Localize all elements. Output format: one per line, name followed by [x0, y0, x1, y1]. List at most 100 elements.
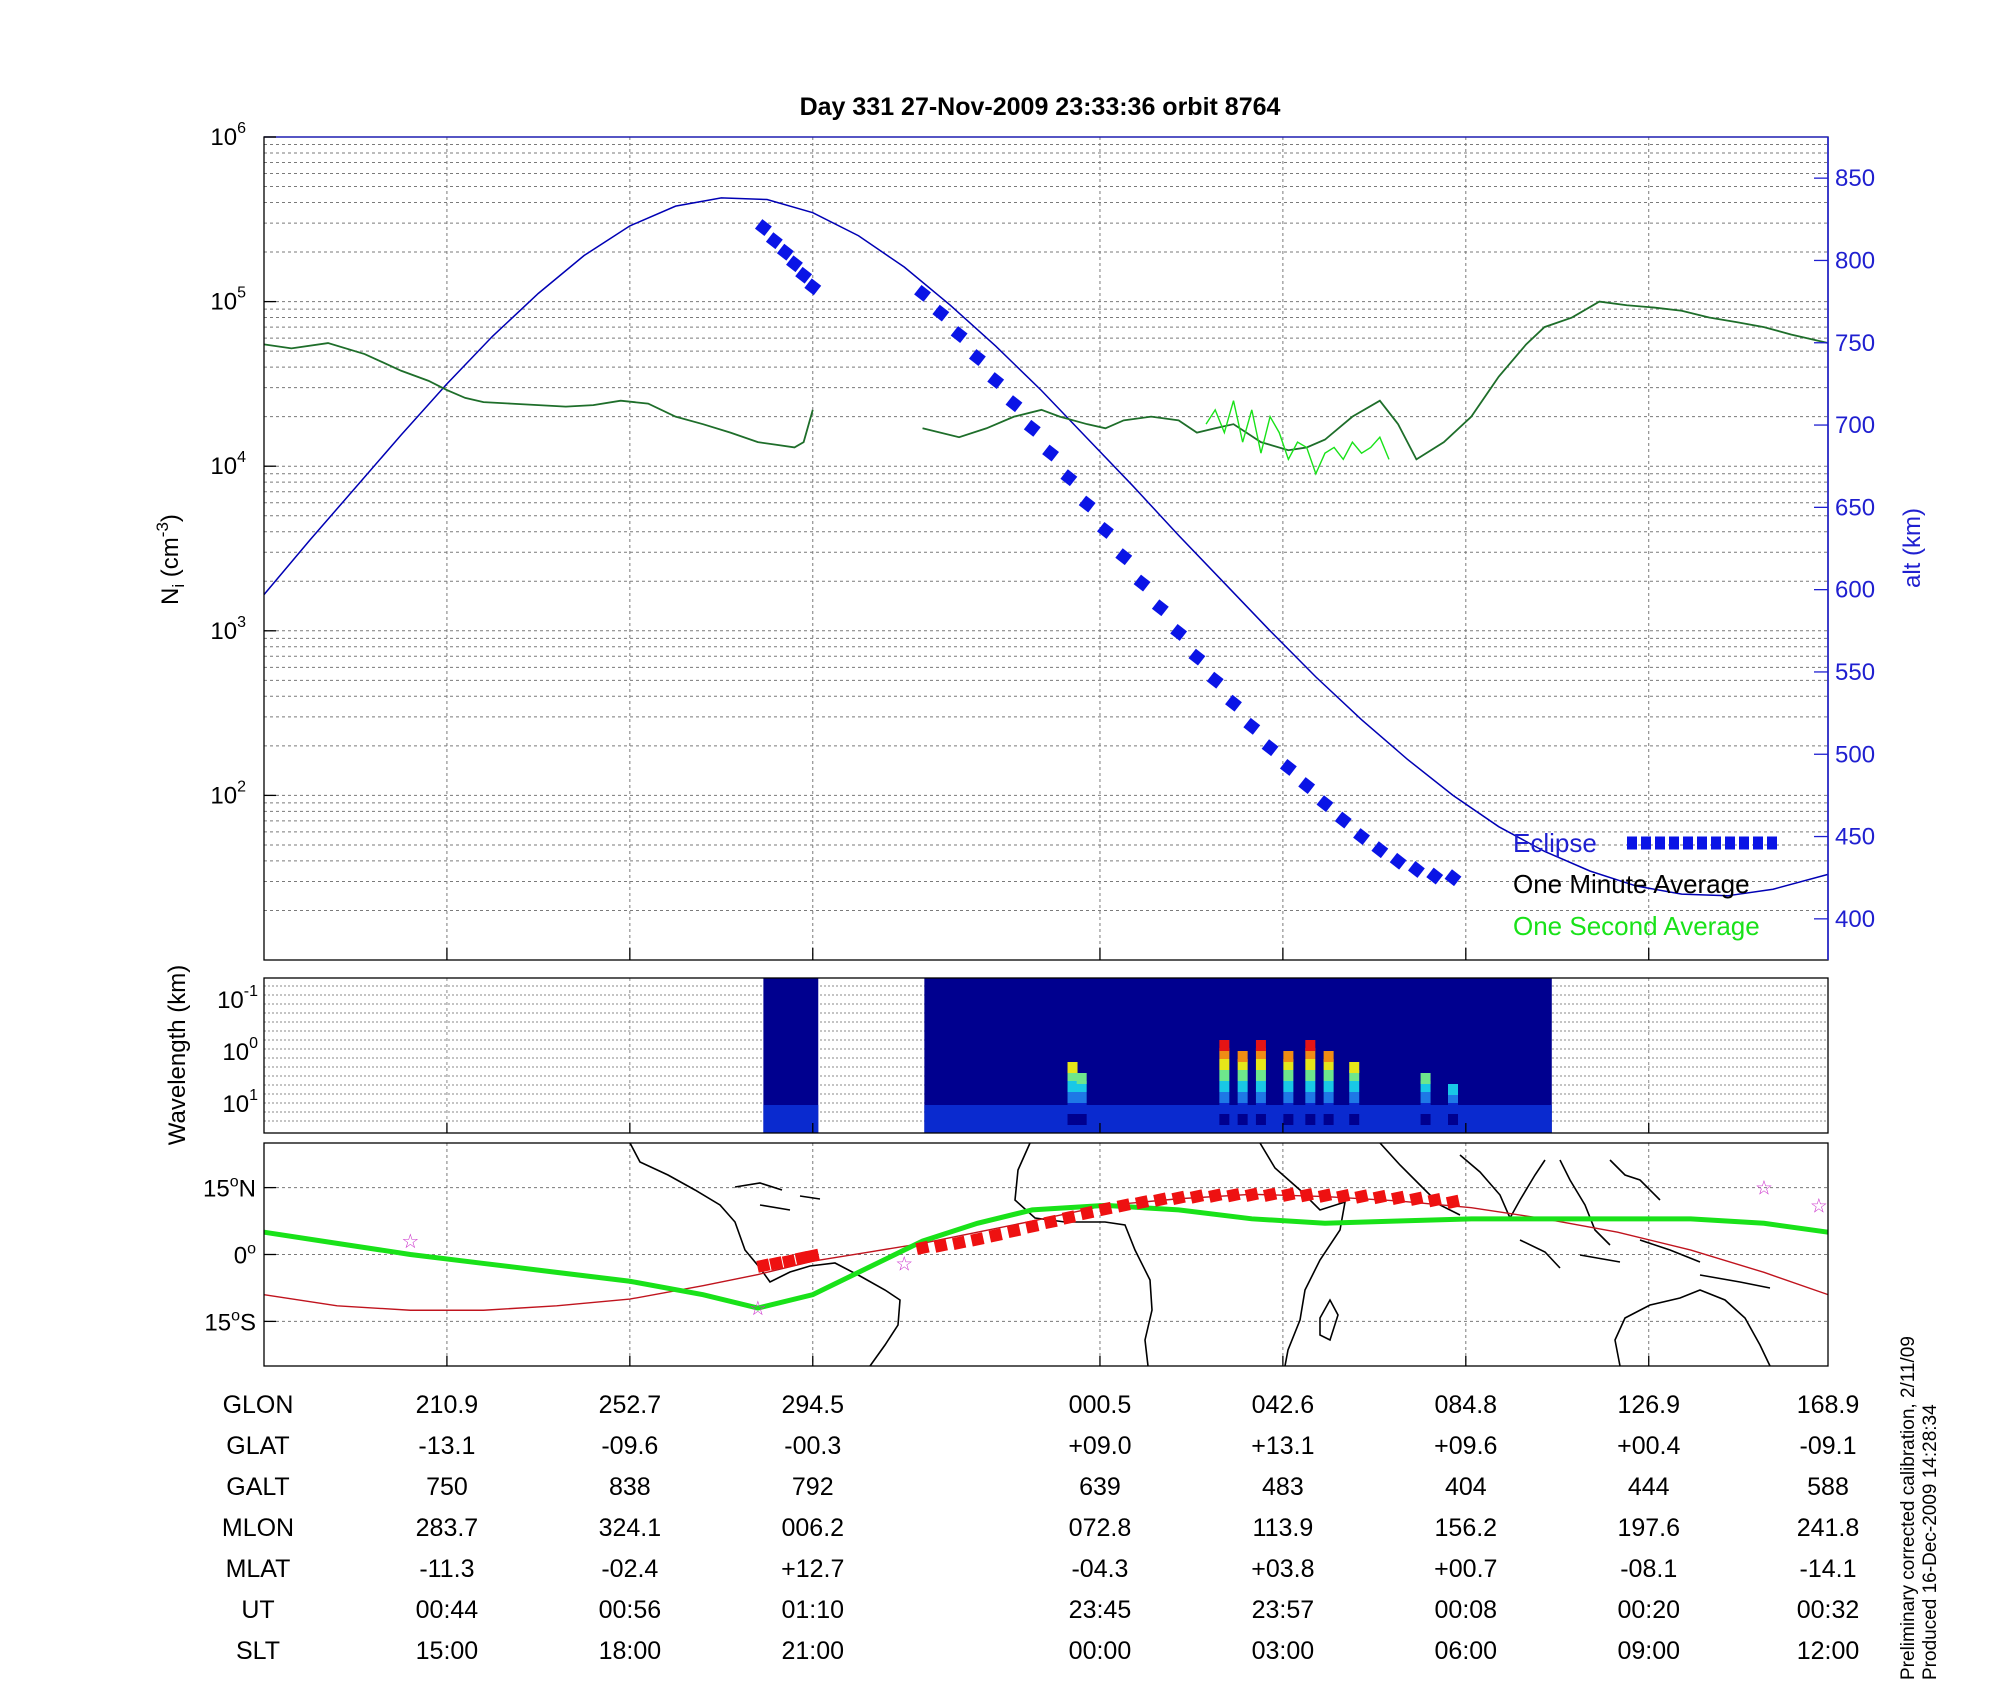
spectrogram-burst: [1283, 1051, 1294, 1062]
spectrogram-burst: [1219, 1092, 1230, 1103]
spectrogram-burst: [1067, 1070, 1078, 1081]
chart-title: Day 331 27-Nov-2009 23:33:36 orbit 8764: [800, 93, 1281, 121]
table-cell: -09.1: [1800, 1432, 1857, 1460]
spectrogram-burst: [1283, 1059, 1294, 1070]
map-y-tick-label: 0o: [234, 1241, 256, 1270]
table-cell: 042.6: [1252, 1391, 1315, 1419]
footnote-produced: Produced 16-Dec-2009 14:28:34: [1920, 1404, 1941, 1680]
table-row-label: UT: [241, 1596, 274, 1624]
table-cell: 294.5: [781, 1391, 844, 1419]
spectrogram-burst: [1420, 1114, 1431, 1125]
table-cell: -11.3: [419, 1555, 474, 1583]
table-cell: -14.1: [1800, 1555, 1857, 1583]
spectrogram-burst: [1255, 1103, 1266, 1114]
spectrogram-burst: [1305, 1070, 1316, 1081]
spectrogram-y-tick-label: 100: [222, 1035, 258, 1066]
minute-average-line: [922, 300, 1829, 461]
spectrogram-burst: [1349, 1081, 1360, 1092]
spectrogram-burst: [1067, 1103, 1078, 1114]
spectrogram-burst: [1349, 1103, 1360, 1114]
eclipse-marker: [914, 284, 931, 302]
eclipse-track-marker: [1171, 1190, 1186, 1205]
table-cell: -13.1: [418, 1432, 475, 1460]
altitude-line: [263, 197, 1829, 897]
eclipse-track-marker: [1080, 1205, 1095, 1221]
table-cell: 197.6: [1617, 1514, 1680, 1542]
eclipse-track-marker: [1226, 1188, 1241, 1203]
eclipse-track-marker: [1262, 1187, 1278, 1202]
eclipse-track-marker: [1006, 1223, 1022, 1238]
southeast-asia-outline: [1559, 1159, 1661, 1246]
eclipse-track-marker: [1043, 1214, 1058, 1230]
eclipse-track-marker: [781, 1254, 797, 1269]
eclipse-marker: [765, 232, 783, 250]
spectrogram-y-tick-label: 10-1: [217, 983, 258, 1014]
eclipse-marker: [1243, 717, 1261, 735]
table-cell: 00:44: [416, 1596, 479, 1624]
eclipse-marker: [795, 266, 813, 284]
eclipse-marker: [1371, 841, 1389, 859]
table-row-label: GLAT: [226, 1432, 289, 1460]
map-panel: ☆ ☆ ☆ ☆ ☆ 15oN 0o 15oS: [203, 1142, 1829, 1367]
eclipse-track-marker: [1244, 1187, 1259, 1202]
spectrogram-burst: [1219, 1081, 1230, 1092]
spectrogram-burst: [1448, 1114, 1459, 1125]
spectrogram-burst: [1219, 1059, 1230, 1070]
density-y-tick-label: 105: [210, 285, 246, 316]
eclipse-marker: [968, 349, 986, 366]
spectrogram-burst: [1448, 1092, 1459, 1103]
star-marker: ☆: [1755, 1178, 1773, 1200]
altitude-tick-label: 850: [1835, 165, 1875, 192]
spectrogram-burst: [1237, 1081, 1248, 1092]
eclipse-marker: [1298, 777, 1316, 794]
continent-outlines: [629, 1142, 1771, 1367]
spectrogram-burst: [1420, 1073, 1431, 1084]
spectrogram-burst: [1219, 1040, 1230, 1051]
africa-east-outline: [1259, 1142, 1347, 1367]
spectrogram-burst: [1305, 1081, 1316, 1092]
table-cell: 241.8: [1797, 1514, 1860, 1542]
caribbean-outline: [734, 1182, 821, 1211]
spectrogram-burst: [1305, 1114, 1316, 1125]
eclipse-track-marker: [1354, 1189, 1369, 1204]
spectrogram-burst: [1283, 1081, 1294, 1092]
eclipse-track-marker: [1336, 1188, 1351, 1204]
eclipse-marker: [1353, 828, 1370, 845]
spectrogram-burst: [1448, 1084, 1459, 1095]
eclipse-marker: [1078, 495, 1096, 513]
eclipse-track-marker: [1098, 1201, 1113, 1217]
spectrogram-burst: [1323, 1081, 1334, 1092]
eclipse-marker: [1426, 867, 1444, 885]
spectrogram-burst: [1255, 1040, 1266, 1051]
table-cell: 006.2: [781, 1514, 844, 1542]
table-cell: +09.6: [1434, 1432, 1497, 1460]
table-cell: 588: [1807, 1473, 1849, 1501]
eclipse-marker: [950, 326, 968, 343]
spectrogram-burst: [1237, 1070, 1248, 1081]
eclipse-marker: [1316, 795, 1334, 813]
spectrogram-burst: [1219, 1103, 1230, 1114]
eclipse-marker: [1170, 624, 1188, 641]
spectrogram-burst: [1219, 1114, 1230, 1125]
spectrogram-burst: [1323, 1114, 1334, 1125]
legend: Eclipse One Minute Average One Second Av…: [1513, 828, 1780, 941]
spectrogram-burst: [1076, 1073, 1087, 1084]
eclipse-marker: [786, 255, 803, 273]
spectrogram-burst: [1323, 1051, 1334, 1062]
table-cell: 156.2: [1435, 1514, 1498, 1542]
table-cell: 210.9: [416, 1391, 479, 1419]
spectrogram-low-band: [763, 1105, 819, 1133]
spectrogram-burst: [1255, 1059, 1266, 1070]
altitude-tick-label: 450: [1835, 824, 1875, 851]
table-cell: 252.7: [599, 1391, 662, 1419]
table-cell: -02.4: [601, 1555, 658, 1583]
density-plot-area: [264, 137, 1828, 960]
magnetic-equator-line: [263, 1202, 1829, 1311]
eclipse-marker: [1407, 861, 1425, 878]
eclipse-track-marker: [1153, 1192, 1168, 1207]
spectrogram-burst: [1255, 1092, 1266, 1103]
spectrogram-burst: [1076, 1081, 1087, 1092]
table-cell: 00:08: [1435, 1596, 1498, 1624]
table-cell: 639: [1079, 1473, 1121, 1501]
spectrogram-burst: [1255, 1114, 1266, 1125]
